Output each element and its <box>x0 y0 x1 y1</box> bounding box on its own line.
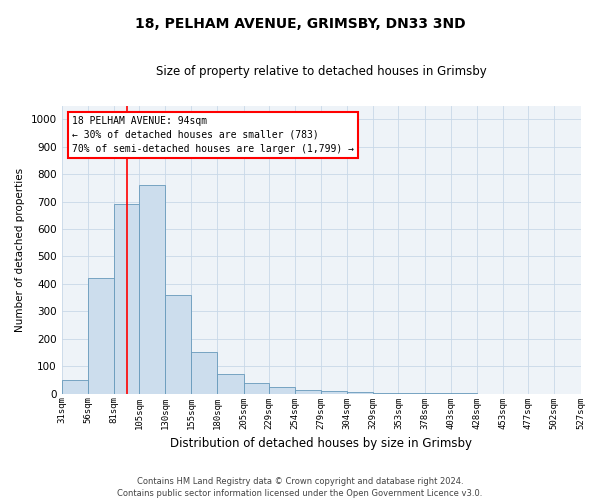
Bar <box>191 352 217 394</box>
Bar <box>217 374 244 394</box>
Text: Contains HM Land Registry data © Crown copyright and database right 2024.
Contai: Contains HM Land Registry data © Crown c… <box>118 476 482 498</box>
Bar <box>295 390 321 394</box>
Bar <box>321 392 347 394</box>
X-axis label: Distribution of detached houses by size in Grimsby: Distribution of detached houses by size … <box>170 437 472 450</box>
Text: 18, PELHAM AVENUE, GRIMSBY, DN33 3ND: 18, PELHAM AVENUE, GRIMSBY, DN33 3ND <box>134 18 466 32</box>
Bar <box>62 380 88 394</box>
Bar <box>373 393 398 394</box>
Bar <box>139 185 165 394</box>
Bar <box>398 393 425 394</box>
Bar <box>244 383 269 394</box>
Bar <box>347 392 373 394</box>
Title: Size of property relative to detached houses in Grimsby: Size of property relative to detached ho… <box>155 65 487 78</box>
Bar <box>114 204 139 394</box>
Bar <box>269 387 295 394</box>
Y-axis label: Number of detached properties: Number of detached properties <box>15 168 25 332</box>
Bar <box>88 278 114 394</box>
Bar <box>165 295 191 394</box>
Text: 18 PELHAM AVENUE: 94sqm
← 30% of detached houses are smaller (783)
70% of semi-d: 18 PELHAM AVENUE: 94sqm ← 30% of detache… <box>72 116 354 154</box>
